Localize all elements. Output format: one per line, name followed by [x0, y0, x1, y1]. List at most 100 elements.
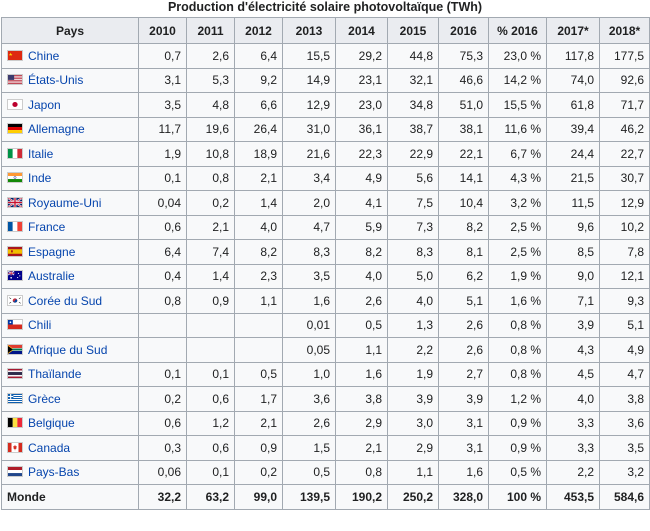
table-body: Chine 0,7 2,6 6,4 15,5 29,2 44,8 75,3 23,0 % 117,… — [1, 43, 650, 510]
table-row: Afrique du Sud 0,05 1,1 2,2 2,6 0,8 % 4,3 4,9 — [1, 337, 650, 363]
value-cell: 71,7 — [599, 92, 650, 118]
value-cell: 1,0 — [282, 361, 336, 387]
value-cell: 11,7 — [138, 116, 187, 142]
value-cell: 0,9 % — [488, 435, 547, 461]
value-cell: 0,5 — [234, 361, 283, 387]
value-cell: 1,3 — [387, 312, 439, 338]
column-header-5[interactable]: 2014 — [335, 17, 388, 44]
value-cell: 14,2 % — [488, 67, 547, 93]
country-cell: Japon — [1, 92, 139, 118]
country-link[interactable]: Canada — [28, 440, 71, 455]
value-cell: 5,9 — [335, 214, 388, 240]
value-cell: 0,8 — [335, 459, 388, 485]
column-header-country[interactable]: Pays — [1, 17, 139, 44]
value-cell: 3,1 — [138, 67, 187, 93]
country-link[interactable]: Thaïlande — [28, 367, 82, 382]
value-cell: 3,3 — [546, 435, 600, 461]
value-cell: 1,2 — [186, 410, 235, 436]
value-cell: 0,8 — [186, 165, 235, 191]
column-header-8[interactable]: % 2016 — [488, 17, 547, 44]
value-cell: 6,7 % — [488, 141, 547, 167]
country-cell: Australie — [1, 263, 139, 289]
value-cell: 29,2 — [335, 43, 388, 69]
value-cell: 2,6 — [335, 288, 388, 314]
flag-fr-icon — [7, 221, 23, 233]
value-cell: 4,7 — [282, 214, 336, 240]
country-link[interactable]: Grèce — [28, 391, 61, 406]
country-link[interactable]: Belgique — [28, 416, 75, 431]
value-cell: 2,1 — [186, 214, 235, 240]
value-cell: 19,6 — [186, 116, 235, 142]
country-cell: Italie — [1, 141, 139, 167]
value-cell: 75,3 — [438, 43, 489, 69]
table-row: Chili 0,01 0,5 1,3 2,6 0,8 % 3,9 5,1 — [1, 312, 650, 338]
total-value-cell: 32,2 — [138, 484, 187, 510]
value-cell: 15,5 — [282, 43, 336, 69]
column-header-6[interactable]: 2015 — [387, 17, 439, 44]
column-header-4[interactable]: 2013 — [282, 17, 336, 44]
value-cell: 12,9 — [599, 190, 650, 216]
value-cell: 7,8 — [599, 239, 650, 265]
value-cell: 0,6 — [186, 386, 235, 412]
value-cell: 1,6 — [335, 361, 388, 387]
value-cell: 51,0 — [438, 92, 489, 118]
country-link[interactable]: Chili — [28, 318, 52, 333]
country-link[interactable]: Pays-Bas — [28, 465, 80, 480]
value-cell: 23,1 — [335, 67, 388, 93]
value-cell: 0,2 — [234, 459, 283, 485]
value-cell: 39,4 — [546, 116, 600, 142]
value-cell: 10,8 — [186, 141, 235, 167]
value-cell: 34,8 — [387, 92, 439, 118]
value-cell: 0,5 — [335, 312, 388, 338]
country-link[interactable]: Afrique du Sud — [28, 342, 108, 357]
value-cell — [138, 312, 187, 338]
country-link[interactable]: Royaume-Uni — [28, 195, 102, 210]
value-cell: 7,3 — [387, 214, 439, 240]
country-link[interactable]: Espagne — [28, 244, 76, 259]
value-cell: 61,8 — [546, 92, 600, 118]
country-cell: Afrique du Sud — [1, 337, 139, 363]
value-cell: 2,9 — [387, 435, 439, 461]
value-cell: 26,4 — [234, 116, 283, 142]
country-link[interactable]: Chine — [28, 48, 60, 63]
column-header-2[interactable]: 2011 — [186, 17, 235, 44]
country-link[interactable]: France — [28, 220, 66, 235]
country-link[interactable]: Allemagne — [28, 122, 85, 137]
table-row: États-Unis 3,1 5,3 9,2 14,9 23,1 32,1 46,6 14,2 … — [1, 67, 650, 93]
column-header-7[interactable]: 2016 — [438, 17, 489, 44]
country-link[interactable]: États-Unis — [28, 73, 84, 88]
country-link[interactable]: Australie — [28, 269, 75, 284]
value-cell: 5,3 — [186, 67, 235, 93]
table-row: Canada 0,3 0,6 0,9 1,5 2,1 2,9 3,1 0,9 % 3,3 3,5 — [1, 435, 650, 461]
column-header-1[interactable]: 2010 — [138, 17, 187, 44]
flag-gr-icon — [7, 392, 23, 404]
column-header-9[interactable]: 2017* — [546, 17, 600, 44]
table-row: France 0,6 2,1 4,0 4,7 5,9 7,3 8,2 2,5 % 9,6 10,2 — [1, 214, 650, 240]
table-row: Australie 0,4 1,4 2,3 3,5 4,0 5,0 6,2 1,9 % 9,0 12… — [1, 263, 650, 289]
value-cell: 22,9 — [387, 141, 439, 167]
table-row: Japon 3,5 4,8 6,6 12,9 23,0 34,8 51,0 15,5 % 61,8… — [1, 92, 650, 118]
column-header-3[interactable]: 2012 — [234, 17, 283, 44]
value-cell: 0,2 — [138, 386, 187, 412]
value-cell: 4,8 — [186, 92, 235, 118]
value-cell: 5,1 — [438, 288, 489, 314]
country-link[interactable]: Inde — [28, 171, 52, 186]
value-cell: 3,5 — [138, 92, 187, 118]
country-link[interactable]: Japon — [28, 97, 61, 112]
value-cell: 2,2 — [387, 337, 439, 363]
table-row: Espagne 6,4 7,4 8,2 8,3 8,2 8,3 8,1 2,5 % 8,5 7,8 — [1, 239, 650, 265]
value-cell: 4,0 — [335, 263, 388, 289]
column-header-10[interactable]: 2018* — [599, 17, 650, 44]
country-link[interactable]: Italie — [28, 146, 54, 161]
flag-nl-icon — [7, 466, 23, 478]
table-row: Inde 0,1 0,8 2,1 3,4 4,9 5,6 14,1 4,3 % 21,5 30,7 — [1, 165, 650, 191]
value-cell: 9,6 — [546, 214, 600, 240]
value-cell: 8,1 — [438, 239, 489, 265]
value-cell: 0,1 — [138, 361, 187, 387]
value-cell: 2,3 — [234, 263, 283, 289]
total-value-cell: 63,2 — [186, 484, 235, 510]
value-cell: 8,2 — [234, 239, 283, 265]
country-link[interactable]: Corée du Sud — [28, 293, 103, 308]
value-cell: 22,7 — [599, 141, 650, 167]
value-cell: 5,6 — [387, 165, 439, 191]
